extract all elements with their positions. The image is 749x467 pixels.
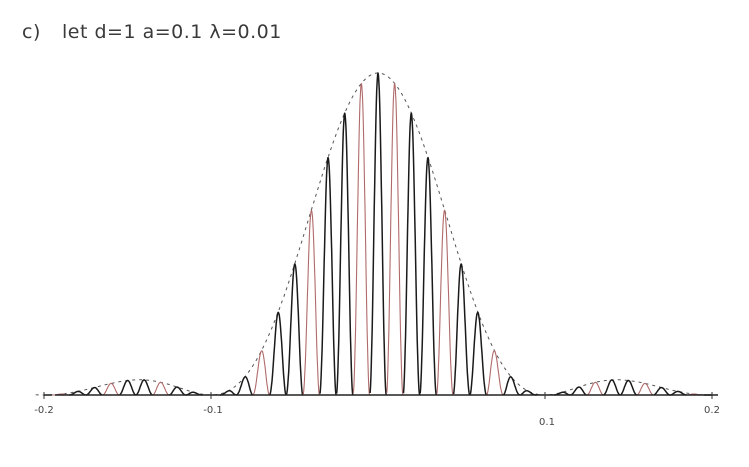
fringe-peak: [235, 376, 254, 396]
fringe-peak: [335, 112, 354, 396]
fringe-peak: [369, 72, 388, 396]
fringe-peak: [102, 382, 120, 396]
fringe-peak: [285, 263, 304, 396]
fringe-peak: [319, 156, 337, 396]
fringe-peak: [637, 382, 654, 396]
fringe-peak: [119, 379, 137, 396]
fringe-peak: [252, 350, 270, 396]
fringe-peak: [603, 379, 621, 396]
fringe-peak: [402, 112, 421, 396]
fringe-peak: [135, 379, 153, 396]
x-axis-ticks: -0.2 -0.1 0.1 0.2: [34, 392, 720, 428]
fringe-peak: [168, 386, 186, 396]
x-tick-label: 0.2: [704, 405, 720, 416]
fringe-peak: [152, 381, 170, 396]
fringe-peak: [586, 381, 604, 396]
x-tick-label: -0.1: [203, 405, 223, 416]
fringe-peak: [85, 386, 103, 396]
fringe-peak: [268, 311, 287, 396]
fringe-peak: [570, 386, 587, 396]
fringe-peak: [486, 350, 504, 396]
fringe-peak: [386, 82, 404, 396]
part-label: c): [22, 21, 41, 43]
fringe-peak: [469, 311, 487, 395]
fringe-peak: [302, 209, 321, 396]
fringe-peak: [502, 376, 521, 396]
fringe-peak: [419, 156, 438, 396]
fringe-peak: [452, 263, 471, 396]
fringe-peak: [436, 209, 454, 396]
envelope-dashed-line: [35, 72, 721, 396]
fringe-peak: [352, 82, 371, 396]
fringe-peaks: [43, 72, 713, 396]
x-tick-label: -0.2: [34, 405, 54, 416]
envelope-curve: [35, 72, 721, 396]
heading-text: let d=1 a=0.1 λ=0.01: [62, 21, 282, 43]
x-tick-label: 0.1: [539, 417, 555, 428]
fringe-peak: [620, 379, 638, 396]
fringe-peak: [653, 386, 671, 396]
